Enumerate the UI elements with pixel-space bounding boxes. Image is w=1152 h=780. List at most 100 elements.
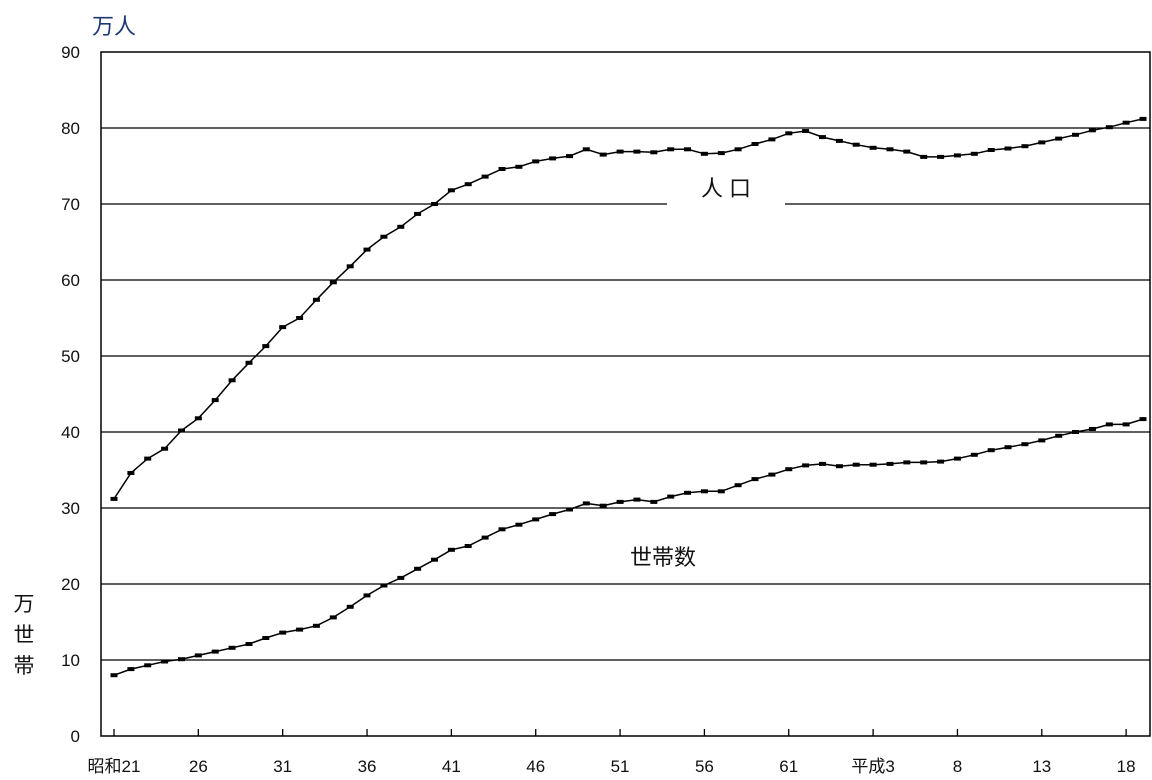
data-point — [1105, 125, 1113, 130]
x-tick-label: 51 — [611, 757, 630, 776]
data-point — [802, 463, 810, 468]
data-point — [852, 462, 860, 467]
data-point — [987, 448, 995, 453]
data-point — [1004, 146, 1012, 151]
data-point — [312, 297, 320, 302]
data-point — [920, 460, 928, 465]
y-axis-unit-left: 万世帯 — [14, 593, 35, 678]
data-point — [1122, 422, 1130, 427]
data-point — [1021, 442, 1029, 447]
data-point — [1139, 417, 1147, 422]
data-point — [178, 428, 185, 433]
data-point — [1072, 430, 1079, 434]
x-tick-label: 56 — [695, 757, 714, 776]
x-tick-label: 26 — [189, 757, 208, 776]
data-point — [835, 138, 843, 143]
data-point — [768, 472, 776, 477]
data-point — [886, 147, 894, 152]
data-point — [447, 188, 455, 193]
data-point — [937, 459, 945, 464]
data-point — [279, 325, 287, 330]
data-point — [1021, 144, 1029, 149]
data-point — [633, 497, 641, 502]
x-tick-label: 36 — [358, 757, 377, 776]
data-point — [194, 416, 202, 421]
data-point — [296, 627, 304, 632]
data-point — [481, 174, 489, 179]
y-tick-label: 80 — [61, 119, 80, 138]
data-point — [464, 544, 472, 548]
x-tick-label: 31 — [273, 757, 292, 776]
data-point — [464, 182, 472, 187]
x-tick-label: 昭和21 — [88, 757, 141, 776]
data-point — [245, 642, 253, 646]
x-tick-label: 8 — [953, 757, 962, 776]
data-point — [329, 615, 337, 620]
data-point — [481, 535, 489, 540]
data-point — [161, 659, 169, 664]
data-point — [363, 247, 371, 252]
data-point — [582, 501, 590, 506]
data-point — [1139, 116, 1147, 121]
data-point — [515, 164, 523, 169]
data-point — [211, 649, 219, 654]
data-point — [582, 147, 590, 152]
data-point — [970, 151, 978, 156]
data-point — [717, 151, 725, 156]
data-point — [751, 477, 759, 482]
data-point — [1004, 445, 1012, 450]
y-tick-label: 50 — [61, 347, 80, 366]
data-point — [262, 636, 270, 640]
data-point — [903, 149, 911, 154]
data-point — [953, 153, 961, 158]
data-point — [262, 344, 270, 349]
gridlines — [101, 127, 1150, 661]
data-point — [650, 499, 658, 504]
data-point — [616, 499, 624, 504]
data-point — [431, 557, 438, 562]
x-tick-label: 46 — [526, 757, 545, 776]
data-point — [903, 460, 911, 465]
data-point — [178, 657, 185, 662]
data-point — [1055, 433, 1063, 438]
y-tick-label: 70 — [61, 195, 80, 214]
data-point — [599, 152, 607, 157]
data-point — [751, 142, 759, 146]
data-point — [886, 461, 894, 466]
x-tick-label: 平成3 — [851, 757, 894, 776]
data-point — [515, 522, 523, 527]
y-tick-label: 40 — [61, 423, 80, 442]
data-point — [346, 604, 354, 609]
data-point — [329, 280, 337, 285]
data-point — [734, 483, 742, 488]
data-point — [194, 653, 202, 658]
data-point — [1122, 120, 1130, 125]
data-point — [532, 517, 540, 522]
data-point — [1038, 140, 1046, 145]
data-point — [667, 147, 675, 152]
population-series-label: 人 口 — [701, 176, 751, 201]
data-point — [1088, 128, 1096, 133]
data-point — [127, 667, 135, 672]
data-point — [144, 663, 152, 668]
data-point — [785, 131, 793, 136]
x-tick-labels: 昭和21 26 31 36 41 46 51 56 61 平成3 8 13 18 — [88, 729, 1136, 776]
data-point — [700, 151, 708, 156]
data-point — [852, 142, 860, 147]
data-point — [937, 154, 945, 159]
data-point — [650, 150, 658, 155]
x-tick-label: 18 — [1117, 757, 1136, 776]
data-point — [616, 149, 624, 154]
data-point — [414, 211, 422, 216]
data-point — [768, 137, 776, 142]
y-tick-label: 10 — [61, 651, 80, 670]
data-point — [380, 234, 388, 239]
data-point — [1055, 136, 1063, 141]
data-point — [279, 630, 287, 635]
data-point — [110, 496, 118, 501]
data-point — [549, 512, 557, 517]
plot-frame — [100, 51, 1151, 737]
data-point — [1038, 438, 1046, 443]
x-tick-label: 13 — [1032, 757, 1051, 776]
